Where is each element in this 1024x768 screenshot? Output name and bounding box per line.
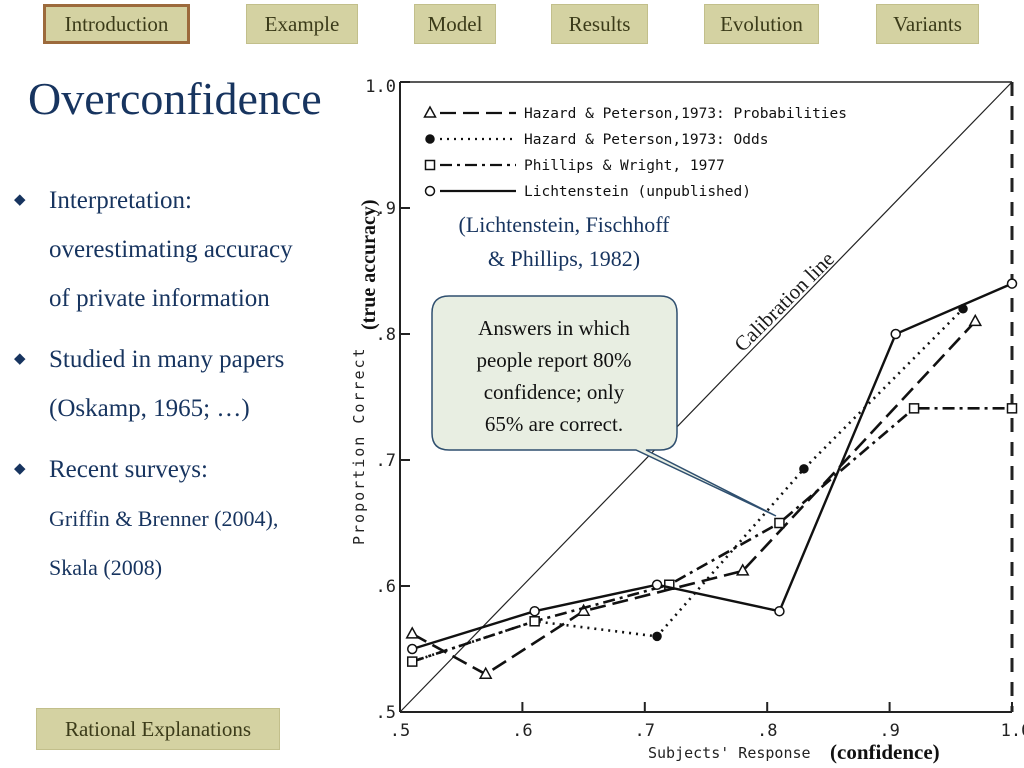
tab-introduction[interactable]: Introduction — [43, 4, 190, 44]
y-tick-label: .7 — [376, 451, 396, 471]
legend-label: Hazard & Peterson,1973: Odds — [524, 132, 768, 148]
list-item: ◆ Studied in many papers (Oskamp, 1965; … — [14, 335, 314, 433]
series-circle — [406, 278, 1018, 655]
data-point — [406, 656, 418, 667]
legend-entry: Hazard & Peterson,1973: Probabilities — [423, 105, 847, 122]
data-point — [576, 603, 591, 616]
legend-entry: Hazard & Peterson,1973: Odds — [425, 132, 768, 148]
legend-entry: Phillips & Wright, 1977 — [424, 158, 725, 174]
legend-label: Hazard & Peterson,1973: Probabilities — [524, 106, 847, 122]
x-tick-label: .9 — [879, 721, 899, 741]
calibration-line — [399, 81, 1013, 713]
data-point — [424, 159, 436, 171]
x-tick-labels: .5 .6 .7 .8 .9 1.0 — [390, 721, 1024, 741]
tab-evolution[interactable]: Evolution — [704, 4, 819, 44]
series-square — [406, 403, 1018, 667]
tab-results[interactable]: Results — [551, 4, 648, 44]
data-point — [1006, 403, 1018, 414]
data-point — [774, 517, 785, 529]
citation-line-1: (Lichtenstein, Fischhoff — [459, 212, 671, 237]
diamond-bullet-icon: ◆ — [14, 461, 26, 477]
legend-entry: Lichtenstein (unpublished) — [424, 184, 751, 200]
bullet-subtext: Griffin & Brenner (2004), Skala (2008) — [49, 506, 279, 580]
x-axis-label-extra: (confidence) — [830, 740, 940, 764]
y-tick-label: .9 — [376, 199, 396, 219]
data-point — [423, 105, 437, 118]
data-point — [529, 605, 540, 617]
tab-example[interactable]: Example — [246, 4, 358, 44]
data-point — [735, 563, 750, 576]
legend-label: Lichtenstein (unpublished) — [524, 184, 751, 200]
y-tick-label: .6 — [376, 577, 396, 597]
series-line — [411, 320, 977, 676]
bullet-text: Interpretation: overestimating accuracy … — [49, 187, 293, 312]
x-tick-label: .8 — [757, 721, 777, 741]
callout-line-3: confidence; only — [484, 380, 625, 404]
data-point — [890, 328, 901, 340]
callout-line-1: Answers in which — [478, 316, 630, 340]
y-tick-labels: .5 .6 .7 .8 .9 1.0 — [365, 77, 396, 723]
series-line — [411, 407, 1012, 663]
axis-ticks — [399, 81, 1013, 713]
data-point — [799, 464, 809, 474]
y-tick-label: 1.0 — [365, 77, 396, 97]
citation-line-2: & Phillips, 1982) — [488, 246, 640, 271]
series-layer — [405, 278, 1018, 679]
x-tick-label: .6 — [512, 721, 532, 741]
x-tick-label: 1.0 — [1001, 721, 1024, 741]
data-point — [651, 579, 663, 590]
bullet-text: Recent surveys: — [49, 456, 208, 483]
data-point — [406, 643, 418, 655]
callout-line-2: people report 80% — [476, 348, 631, 372]
legend-label: Phillips & Wright, 1977 — [524, 158, 725, 174]
data-point — [968, 313, 983, 327]
bullet-list: ◆ Interpretation: overestimating accurac… — [14, 176, 314, 604]
bullet-text: Studied in many papers (Oskamp, 1965; …) — [49, 346, 285, 422]
series-line — [411, 282, 1013, 651]
data-point — [908, 403, 920, 414]
data-point — [652, 631, 662, 642]
data-point — [529, 616, 540, 627]
legend: Hazard & Peterson,1973: Probabilities Haz… — [423, 105, 847, 200]
callout-line-4: 65% are correct. — [485, 412, 623, 436]
diamond-bullet-icon: ◆ — [14, 351, 26, 367]
tab-variants[interactable]: Variants — [876, 4, 979, 44]
data-point — [1006, 278, 1018, 289]
page-title: Overconfidence — [28, 73, 322, 124]
y-axis-label: Proportion Correct — [350, 346, 368, 545]
x-tick-label: .7 — [635, 721, 655, 741]
callout-bubble — [431, 295, 777, 517]
calibration-chart: .5 .6 .7 .8 .9 1.0 .5 .6 .7 .8 .9 1.0 Calibration … — [350, 77, 1024, 764]
list-item: ◆ Recent surveys: Griffin & Brenner (200… — [14, 445, 314, 592]
data-point — [405, 626, 420, 639]
data-point — [774, 605, 785, 617]
data-point — [664, 579, 675, 590]
data-point — [424, 185, 436, 197]
y-tick-label: .8 — [376, 325, 396, 345]
x-tick-label: .5 — [390, 721, 410, 741]
diamond-bullet-icon: ◆ — [14, 192, 26, 208]
callout: Answers in which people report 80% confi… — [431, 295, 777, 517]
calibration-line-label: Calibration line — [729, 247, 839, 357]
x-axis-label: Subjects' Response — [648, 744, 811, 762]
data-point — [478, 666, 493, 679]
data-point — [425, 134, 435, 144]
series-triangle — [405, 313, 983, 679]
rational-explanations-button[interactable]: Rational Explanations — [36, 708, 280, 750]
y-tick-label: .5 — [376, 703, 396, 723]
list-item: ◆ Interpretation: overestimating accurac… — [14, 176, 314, 323]
tab-model[interactable]: Model — [414, 4, 496, 44]
y-axis-label-extra: (true accuracy) — [358, 200, 380, 331]
